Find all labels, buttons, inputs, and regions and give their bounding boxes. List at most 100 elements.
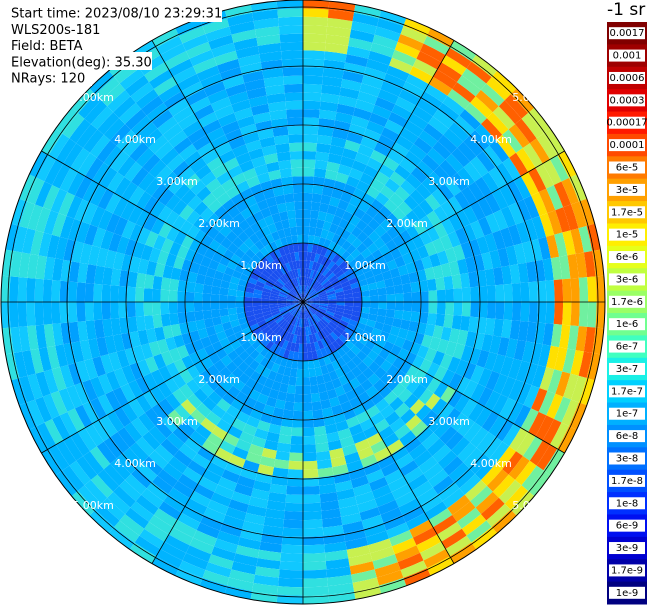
echo-cell (336, 357, 347, 368)
echo-cell (381, 323, 393, 334)
echo-cell (216, 192, 231, 206)
echo-cell (386, 149, 404, 165)
echo-cell (137, 227, 151, 245)
echo-cell (427, 147, 446, 166)
echo-cell (131, 468, 152, 489)
echo-cell (82, 401, 100, 424)
echo-cell (324, 212, 335, 224)
echo-cell (135, 191, 152, 210)
echo-cell (160, 277, 171, 291)
echo-cell (325, 34, 350, 46)
echo-cell (357, 91, 378, 105)
echo-cell (508, 358, 522, 380)
echo-cell (232, 379, 246, 392)
echo-cell (321, 186, 334, 197)
echo-cell (305, 286, 311, 295)
echo-cell (435, 313, 446, 327)
echo-cell (323, 533, 346, 545)
echo-cell (521, 113, 544, 139)
colorbar-label: 1e-9 (616, 588, 639, 599)
echo-cell (461, 186, 478, 206)
echo-cell (135, 315, 146, 332)
echo-cell (351, 226, 363, 238)
echo-cell (428, 290, 438, 302)
echo-cell (313, 313, 321, 322)
echo-cell (322, 267, 330, 277)
echo-cell (227, 12, 254, 27)
echo-cell (202, 570, 230, 586)
echo-cell (386, 226, 400, 240)
echo-cell (413, 137, 433, 155)
echo-cell (341, 330, 352, 340)
echo-cell (71, 241, 85, 263)
echo-cell (563, 373, 579, 400)
echo-cell (69, 118, 91, 144)
echo-cell (287, 469, 303, 479)
echo-cell (367, 242, 379, 254)
echo-cell (259, 273, 269, 281)
echo-cell (319, 297, 329, 301)
echo-cell (98, 209, 113, 231)
echo-cell (214, 50, 238, 66)
echo-cell (261, 226, 272, 237)
echo-cell (29, 426, 49, 453)
echo-cell (144, 315, 155, 330)
echo-cell (344, 254, 355, 265)
echo-cell (489, 441, 510, 464)
echo-cell (366, 469, 385, 484)
echo-cell (378, 164, 395, 179)
echo-cell (380, 219, 393, 232)
echo-cell (273, 345, 282, 356)
echo-cell (262, 188, 275, 200)
echo-cell (392, 356, 405, 370)
echo-cell (174, 404, 191, 421)
echo-cell (178, 167, 196, 184)
echo-cell (130, 82, 154, 103)
echo-cell (332, 350, 342, 361)
echo-cell (391, 537, 417, 555)
echo-cell (282, 245, 290, 255)
echo-cell (438, 403, 455, 421)
echo-cell (203, 318, 214, 329)
echo-cell (132, 345, 146, 363)
echo-cell (445, 535, 472, 557)
echo-cell (261, 257, 271, 267)
echo-cell (475, 89, 499, 113)
echo-cell (505, 338, 518, 359)
echo-cell (292, 351, 299, 361)
echo-cell (578, 302, 589, 327)
echo-cell (270, 260, 279, 270)
echo-cell (52, 323, 64, 346)
echo-cell (290, 316, 296, 325)
echo-cell (152, 556, 179, 576)
echo-cell (217, 476, 237, 492)
echo-cell (400, 408, 416, 425)
echo-cell (374, 224, 387, 238)
echo-cell (118, 302, 128, 319)
echo-cell (468, 347, 482, 366)
echo-cell (227, 165, 243, 179)
echo-cell (289, 452, 303, 462)
echo-cell (357, 499, 378, 513)
echo-cell (339, 319, 349, 328)
colorbar-label-bg (609, 183, 645, 196)
echo-cell (125, 474, 147, 495)
echo-cell (554, 232, 568, 257)
echo-cell (400, 273, 411, 285)
colorbar-label-bg (609, 385, 645, 398)
echo-cell (314, 284, 323, 292)
echo-cell (394, 402, 410, 418)
colorbar-label: 3e-6 (616, 274, 639, 285)
echo-cell (51, 213, 67, 237)
echo-cell (362, 236, 374, 249)
echo-cell (152, 475, 174, 495)
echo-cell (310, 210, 319, 220)
echo-cell (10, 326, 23, 353)
info-bg (0, 52, 152, 70)
echo-cell (220, 354, 233, 367)
echo-cell (228, 282, 239, 291)
echo-cell (229, 569, 255, 583)
echo-cell (254, 26, 280, 38)
echo-cell (279, 319, 287, 328)
echo-cell (413, 449, 433, 467)
